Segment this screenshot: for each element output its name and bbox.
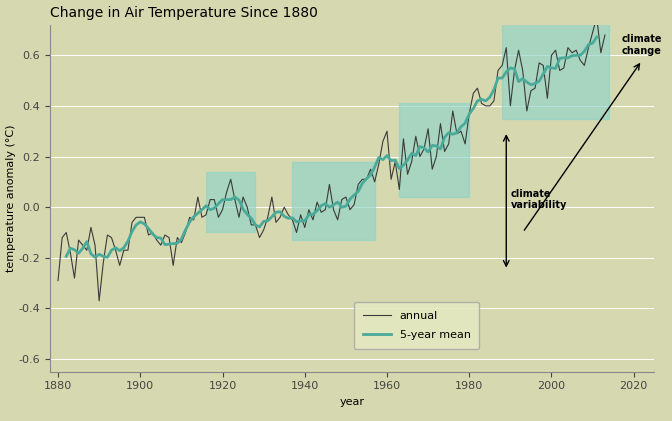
5-year mean [457,124,465,129]
annual [83,248,91,253]
Text: climate
variability: climate variability [510,189,566,210]
Text: climate
change: climate change [622,35,662,56]
Y-axis label: temperature anomaly (°C): temperature anomaly (°C) [5,125,15,272]
X-axis label: year: year [339,397,364,407]
Text: Change in Air Temperature Since 1880: Change in Air Temperature Since 1880 [50,5,318,19]
5-year mean [482,99,490,104]
annual [572,48,580,53]
Bar [206,172,255,232]
annual [568,50,576,55]
5-year mean [62,254,71,259]
annual [593,15,601,20]
Bar [399,104,469,197]
annual [54,278,62,283]
5-year mean [342,204,350,209]
Bar [292,162,375,240]
annual [177,240,185,245]
5-year mean [593,35,601,40]
Bar [502,10,609,119]
5-year mean [210,206,218,211]
5-year mean [292,219,300,224]
Legend: annual, 5-year mean: annual, 5-year mean [354,302,480,349]
Line: 5-year mean: 5-year mean [67,37,597,257]
5-year mean [416,144,424,149]
annual [268,195,276,200]
annual [194,195,202,200]
annual [95,298,103,304]
annual [601,32,609,37]
Line: annual: annual [58,17,605,301]
5-year mean [91,255,99,260]
